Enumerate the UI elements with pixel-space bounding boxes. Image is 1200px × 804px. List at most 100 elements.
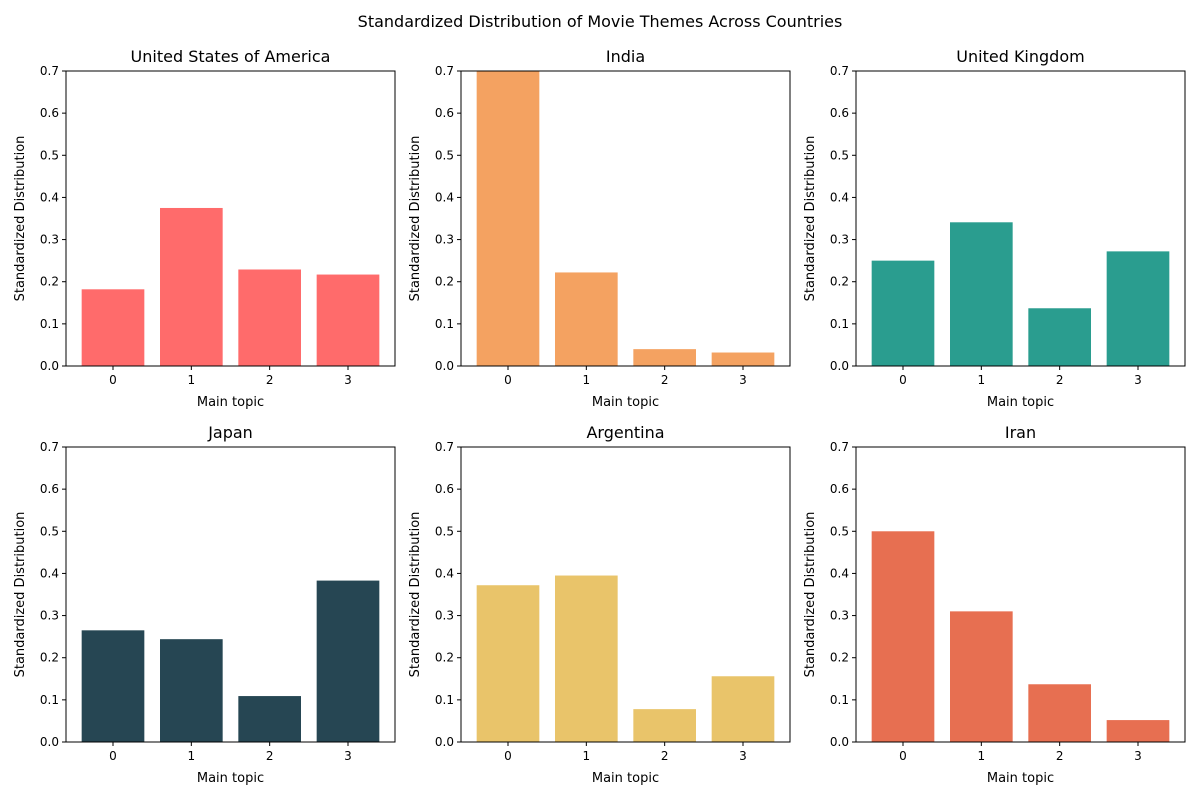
y-tick-label: 0.2 <box>830 275 849 289</box>
bars <box>476 575 775 742</box>
x-axis-label: Main topic <box>987 395 1054 410</box>
x-tick-label: 3 <box>344 749 352 763</box>
y-tick-label: 0.2 <box>435 275 454 289</box>
x-tick-label: 2 <box>661 749 669 763</box>
y-tick-label: 0.0 <box>830 359 849 373</box>
x-tick-label: 0 <box>899 749 907 763</box>
x-tick-label: 2 <box>266 373 274 387</box>
y-tick-label: 0.5 <box>40 148 59 162</box>
bar-2 <box>1028 308 1091 366</box>
y-tick-label: 0.7 <box>40 64 59 78</box>
y-tick-label: 0.1 <box>40 317 59 331</box>
figure-title: Standardized Distribution of Movie Theme… <box>357 12 843 31</box>
bar-3 <box>711 352 775 366</box>
subplot-3: 0.0 0.1 0.2 0.3 0.4 0.5 0.6 0.7 0 1 2 3 Japan Main to… <box>13 423 396 786</box>
axes-frame <box>855 70 1186 367</box>
bars <box>871 222 1170 366</box>
bar-2 <box>1028 684 1091 742</box>
y-tick-label: 0.1 <box>435 317 454 331</box>
y-tick-label: 0.3 <box>830 233 849 247</box>
y-tick-label: 0.1 <box>830 693 849 707</box>
y-tick-label: 0.5 <box>435 148 454 162</box>
x-tick-label: 0 <box>504 749 512 763</box>
subplot-5: 0.0 0.1 0.2 0.3 0.4 0.5 0.6 0.7 0 1 2 3 Iran Main top… <box>803 423 1186 786</box>
y-axis-label: Standardized Distribution <box>13 512 28 678</box>
y-tick-label: 0.1 <box>435 693 454 707</box>
y-tick-label: 0.4 <box>830 190 849 204</box>
y-axis-label: Standardized Distribution <box>803 512 818 678</box>
y-tick-label: 0.2 <box>435 651 454 665</box>
y-tick-label: 0.5 <box>435 524 454 538</box>
x-tick-label: 0 <box>899 373 907 387</box>
y-tick-label: 0.0 <box>40 359 59 373</box>
x-tick-label: 0 <box>109 749 117 763</box>
subplot-0: 0.0 0.1 0.2 0.3 0.4 0.5 0.6 0.7 0 1 2 3 United State… <box>13 47 396 410</box>
bar-2 <box>238 269 301 366</box>
y-tick-label: 0.3 <box>40 609 59 623</box>
y-axis-label: Standardized Distribution <box>803 136 818 302</box>
x-tick-label: 1 <box>583 373 591 387</box>
x-tick-label: 1 <box>978 749 986 763</box>
x-axis-label: Main topic <box>987 771 1054 786</box>
subplot-title: India <box>606 47 645 66</box>
axes-frame <box>65 70 396 367</box>
bar-2 <box>238 696 301 742</box>
y-tick-label: 0.4 <box>435 190 454 204</box>
subplot-2: 0.0 0.1 0.2 0.3 0.4 0.5 0.6 0.7 0 1 2 3 United Kingd… <box>803 47 1186 410</box>
subplot-title: United Kingdom <box>956 47 1084 66</box>
x-tick-label: 2 <box>661 373 669 387</box>
subplot-title: Argentina <box>586 423 664 442</box>
subplot-title: Iran <box>1005 423 1036 442</box>
bars <box>81 580 380 742</box>
x-tick-label: 1 <box>188 373 196 387</box>
y-tick-label: 0.4 <box>435 566 454 580</box>
x-tick-label: 0 <box>109 373 117 387</box>
y-tick-label: 0.5 <box>830 148 849 162</box>
y-tick-label: 0.4 <box>40 190 59 204</box>
x-tick-label: 1 <box>188 749 196 763</box>
bar-3 <box>316 274 380 366</box>
y-axis-label: Standardized Distribution <box>13 136 28 302</box>
subplot-title: United States of America <box>131 47 331 66</box>
axes-frame <box>460 446 791 743</box>
bar-0 <box>871 531 935 742</box>
y-tick-label: 0.6 <box>830 106 849 120</box>
bar-1 <box>950 611 1013 742</box>
y-tick-label: 0.2 <box>830 651 849 665</box>
x-tick-label: 2 <box>1056 373 1064 387</box>
x-tick-label: 1 <box>978 373 986 387</box>
y-tick-label: 0.6 <box>435 106 454 120</box>
bar-2 <box>633 709 696 742</box>
bar-0 <box>476 71 540 366</box>
bar-0 <box>81 289 145 366</box>
y-tick-label: 0.3 <box>40 233 59 247</box>
subplot-title: Japan <box>207 423 253 442</box>
y-tick-label: 0.6 <box>40 106 59 120</box>
y-tick-label: 0.1 <box>830 317 849 331</box>
y-axis-label: Standardized Distribution <box>408 512 423 678</box>
bar-1 <box>160 207 223 366</box>
y-tick-label: 0.4 <box>40 566 59 580</box>
bar-1 <box>950 222 1013 366</box>
axes-frame <box>855 446 1186 743</box>
y-tick-label: 0.7 <box>830 440 849 454</box>
y-tick-label: 0.6 <box>40 482 59 496</box>
bar-3 <box>316 580 380 742</box>
y-tick-label: 0.3 <box>435 609 454 623</box>
y-tick-label: 0.4 <box>830 566 849 580</box>
bar-1 <box>555 272 618 366</box>
x-tick-label: 3 <box>739 749 747 763</box>
y-tick-label: 0.0 <box>830 735 849 749</box>
x-axis-label: Main topic <box>197 771 264 786</box>
x-tick-label: 2 <box>266 749 274 763</box>
y-tick-label: 0.6 <box>830 482 849 496</box>
y-tick-label: 0.7 <box>435 440 454 454</box>
y-tick-label: 0.0 <box>435 359 454 373</box>
bar-3 <box>1106 720 1170 742</box>
bars <box>81 207 380 366</box>
y-tick-label: 0.2 <box>40 651 59 665</box>
y-tick-label: 0.6 <box>435 482 454 496</box>
x-axis-label: Main topic <box>592 771 659 786</box>
